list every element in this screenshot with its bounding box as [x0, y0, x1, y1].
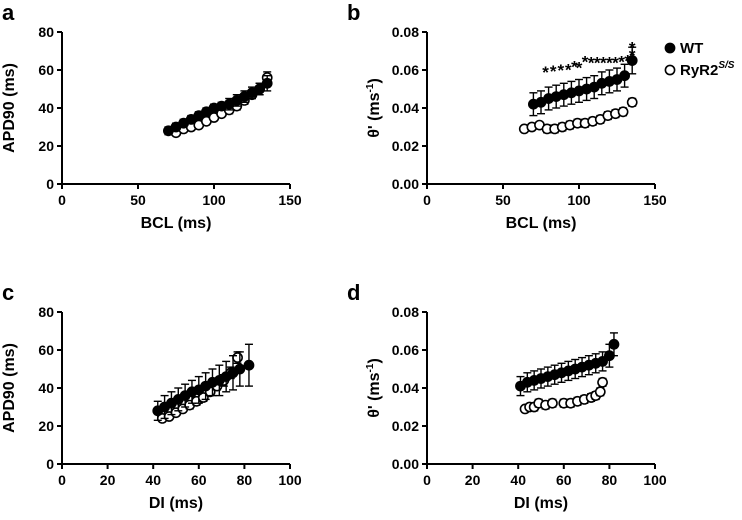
x-tick-label: 40 — [145, 472, 161, 488]
x-tick-label: 60 — [191, 472, 207, 488]
x-tick-label: 0 — [58, 192, 66, 208]
x-tick-label: 80 — [602, 472, 618, 488]
series-wt — [515, 332, 620, 397]
data-point — [594, 386, 606, 398]
data-point — [619, 70, 630, 82]
panel-c: c 0 20 40 60 80 100 0 20 40 60 80 DI (ms) APD90 (ms) — [1, 280, 302, 512]
y-tick-label: 20 — [38, 418, 54, 434]
y-axis-label: APD90 (ms) — [1, 343, 18, 433]
panel-letter: d — [347, 280, 360, 305]
legend-marker — [664, 42, 676, 54]
x-tick-label: 150 — [278, 192, 302, 208]
x-axis-label: BCL (ms) — [506, 215, 577, 232]
significance-star: * — [576, 58, 583, 77]
significance-star: * — [550, 62, 557, 81]
data-point — [626, 96, 638, 108]
legend-label: RyR2S/S — [680, 60, 735, 79]
x-axis-label: DI (ms) — [514, 495, 568, 512]
significance-star: * — [571, 57, 578, 76]
y-tick-label: 0.08 — [392, 24, 419, 40]
data-point — [232, 352, 243, 363]
significance-star: * — [629, 46, 636, 65]
y-tick-label: 0 — [46, 176, 54, 192]
y-tick-label: 0.02 — [392, 418, 419, 434]
legend: WT RyR2S/S — [664, 40, 735, 79]
y-tick-label: 40 — [38, 100, 54, 116]
significance-star: * — [624, 52, 631, 71]
legend-label: WT — [680, 40, 703, 57]
panel-b: b 0 50 100 150 0.00 0.02 0.04 0.06 0.08 BCL (ms) θ'… — [347, 0, 735, 232]
y-tick-label: 80 — [38, 24, 54, 40]
y-tick-label: 0.06 — [392, 62, 419, 78]
data-point — [617, 106, 629, 118]
significance-star: * — [542, 63, 549, 82]
y-tick-label: 0.04 — [392, 380, 419, 396]
x-tick-label: 60 — [556, 472, 572, 488]
y-axis-label: APD90 (ms) — [1, 63, 18, 153]
x-tick-label: 80 — [237, 472, 253, 488]
data-point — [547, 397, 558, 409]
x-tick-label: 100 — [643, 472, 667, 488]
significance-star: * — [606, 54, 613, 73]
y-tick-label: 0 — [46, 456, 54, 472]
x-tick-label: 20 — [100, 472, 116, 488]
significance-star: * — [565, 60, 572, 79]
data-point — [261, 77, 273, 89]
panel-d: d 0 20 40 60 80 100 0.00 0.02 0.04 0.06 0.08 DI (ms)… — [347, 280, 667, 512]
x-tick-label: 40 — [510, 472, 526, 488]
x-axis-label: BCL (ms) — [141, 215, 212, 232]
y-tick-label: 0.00 — [392, 456, 419, 472]
significance-star: * — [618, 53, 625, 72]
panel-letter: c — [2, 280, 14, 305]
y-tick-label: 0.00 — [392, 176, 419, 192]
x-tick-label: 150 — [643, 192, 667, 208]
x-tick-label: 100 — [567, 192, 591, 208]
y-axis-label: θ' (ms-1) — [365, 78, 383, 138]
data-point — [597, 376, 608, 388]
series-wt — [162, 74, 273, 137]
series-wt — [152, 343, 255, 421]
significance-star: * — [612, 54, 619, 73]
significance-star: * — [582, 53, 589, 72]
y-tick-label: 40 — [38, 380, 54, 396]
significance-star: * — [594, 54, 601, 73]
data-point — [254, 83, 265, 95]
x-tick-label: 0 — [423, 192, 431, 208]
panel-letter: a — [2, 0, 15, 25]
y-tick-label: 0.08 — [392, 304, 419, 320]
y-tick-label: 80 — [38, 304, 54, 320]
data-point — [626, 55, 638, 66]
x-tick-label: 0 — [423, 472, 431, 488]
y-tick-label: 0.04 — [392, 100, 419, 116]
data-point — [597, 355, 608, 367]
x-tick-label: 20 — [465, 472, 481, 488]
significance-star: * — [588, 54, 595, 73]
data-point — [234, 363, 246, 375]
x-tick-label: 100 — [202, 192, 226, 208]
y-axis-label: θ' (ms-1) — [365, 358, 383, 418]
y-tick-label: 60 — [38, 62, 54, 78]
series-ryr2 — [518, 96, 638, 135]
significance-star: * — [600, 54, 607, 73]
x-axis-label: DI (ms) — [149, 495, 203, 512]
significance-star: * — [629, 38, 636, 57]
panel-a: a 0 50 100 150 0 20 40 60 80 BCL (ms) APD90 (ms) — [1, 0, 302, 232]
x-tick-label: 0 — [58, 472, 66, 488]
y-tick-label: 20 — [38, 138, 54, 154]
data-point — [243, 359, 255, 371]
panel-letter: b — [347, 0, 360, 25]
y-tick-label: 60 — [38, 342, 54, 358]
series-wt — [528, 46, 638, 117]
series-ryr2 — [519, 376, 608, 415]
significance-star: * — [557, 61, 564, 80]
x-tick-label: 100 — [278, 472, 302, 488]
x-tick-label: 50 — [130, 192, 146, 208]
y-tick-label: 0.06 — [392, 342, 419, 358]
legend-marker — [664, 64, 676, 76]
y-tick-label: 0.02 — [392, 138, 419, 154]
data-point — [608, 338, 620, 350]
x-tick-label: 50 — [495, 192, 511, 208]
